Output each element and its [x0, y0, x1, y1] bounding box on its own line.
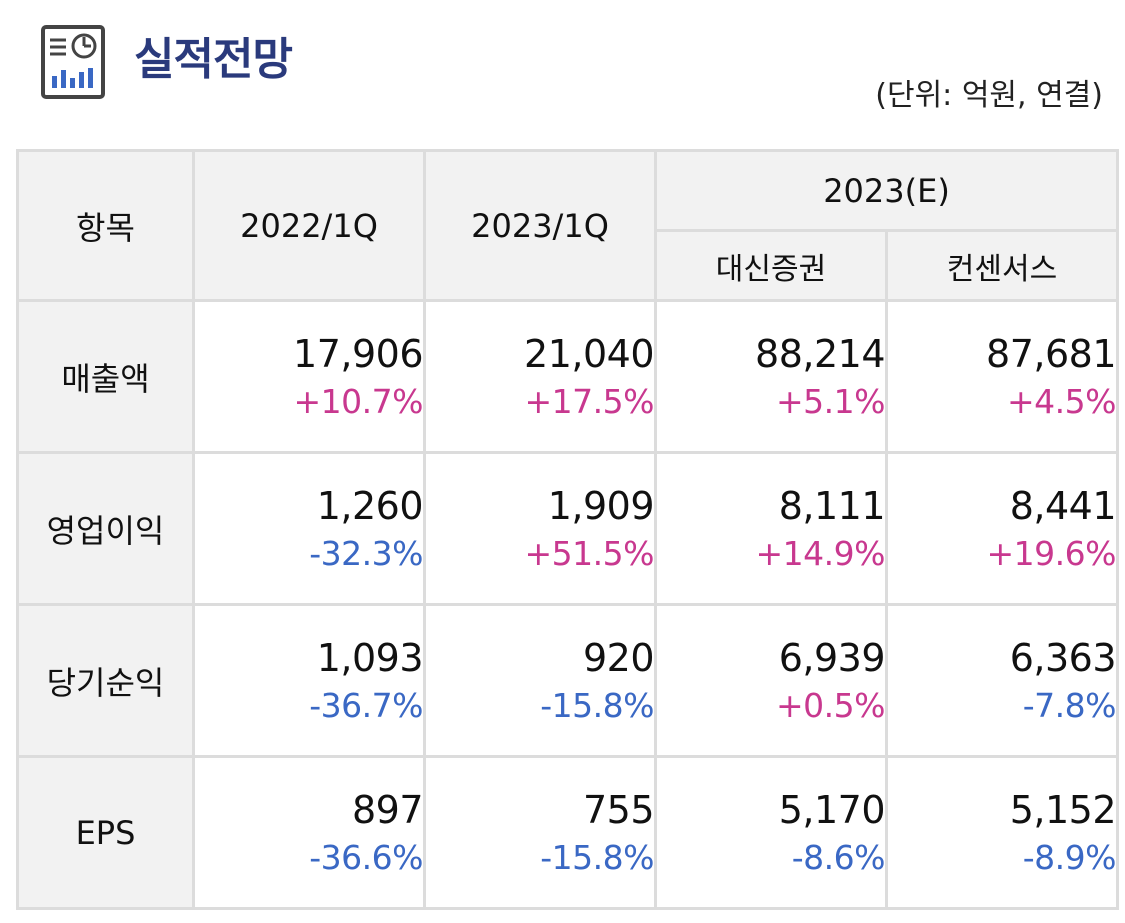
table-row: 매출액 17,906 +10.7% 21,040 +17.5% 88,214 +5.1…: [16, 299, 1119, 454]
cell-value: 1,093: [316, 635, 424, 680]
table-cell: 87,681 +4.5%: [885, 299, 1119, 454]
report-chart-icon: [41, 25, 105, 99]
cell-value: 920: [582, 635, 655, 680]
cell-change: +14.9%: [755, 533, 886, 573]
table-row: 당기순익 1,093 -36.7% 920 -15.8% 6,939 +0.5% 6,…: [16, 603, 1119, 758]
table-cell: 6,939 +0.5%: [654, 603, 888, 758]
cell-change: -7.8%: [1022, 685, 1117, 725]
header-item: 항목: [16, 149, 195, 302]
table-cell: 6,363 -7.8%: [885, 603, 1119, 758]
cell-change: +17.5%: [524, 381, 655, 421]
table-cell: 897 -36.6%: [192, 755, 426, 910]
table-cell: 1,260 -32.3%: [192, 451, 426, 606]
table-cell: 8,111 +14.9%: [654, 451, 888, 606]
cell-value: 1,909: [547, 483, 655, 528]
table-cell: 920 -15.8%: [423, 603, 657, 758]
cell-change: +19.6%: [986, 533, 1117, 573]
cell-change: -36.6%: [309, 837, 423, 877]
table-cell: 5,170 -8.6%: [654, 755, 888, 910]
cell-change: -32.3%: [309, 533, 423, 573]
cell-value: 897: [351, 787, 424, 832]
cell-change: -15.8%: [540, 837, 654, 877]
earnings-forecast-table: 항목 2022/1Q 2023/1Q 2023(E) 대신증권 컨센서스 매출액…: [16, 149, 1119, 910]
cell-change: +10.7%: [293, 381, 424, 421]
cell-value: 88,214: [755, 331, 885, 376]
cell-change: +51.5%: [524, 533, 655, 573]
table-row: 영업이익 1,260 -32.3% 1,909 +51.5% 8,111 +14.9%…: [16, 451, 1119, 606]
table-cell: 21,040 +17.5%: [423, 299, 657, 454]
row-label: 당기순익: [16, 603, 195, 758]
cell-change: +4.5%: [1007, 381, 1117, 421]
table-cell: 8,441 +19.6%: [885, 451, 1119, 606]
cell-change: +5.1%: [776, 381, 886, 421]
cell-value: 1,260: [316, 483, 424, 528]
row-label: 영업이익: [16, 451, 195, 606]
table-cell: 88,214 +5.1%: [654, 299, 888, 454]
header-2022-1q: 2022/1Q: [192, 149, 426, 302]
row-label: EPS: [16, 755, 195, 910]
cell-value: 8,441: [1009, 483, 1117, 528]
cell-value: 5,152: [1009, 787, 1117, 832]
table-cell: 17,906 +10.7%: [192, 299, 426, 454]
unit-label: (단위: 억원, 연결): [875, 78, 1103, 113]
table-cell: 1,093 -36.7%: [192, 603, 426, 758]
header-consensus: 컨센서스: [885, 229, 1119, 302]
table-row: EPS 897 -36.6% 755 -15.8% 5,170 -8.6% 5,152…: [16, 755, 1119, 910]
cell-value: 5,170: [778, 787, 886, 832]
cell-change: +0.5%: [776, 685, 886, 725]
cell-value: 21,040: [524, 331, 654, 376]
cell-value: 6,939: [778, 635, 886, 680]
cell-value: 6,363: [1009, 635, 1117, 680]
cell-change: -8.6%: [791, 837, 886, 877]
table-cell: 5,152 -8.9%: [885, 755, 1119, 910]
table-cell: 1,909 +51.5%: [423, 451, 657, 606]
cell-value: 87,681: [986, 331, 1116, 376]
header-2023e: 2023(E): [654, 149, 1119, 232]
cell-value: 17,906: [293, 331, 423, 376]
header-2023-1q: 2023/1Q: [423, 149, 657, 302]
cell-value: 8,111: [778, 483, 886, 528]
cell-change: -8.9%: [1022, 837, 1117, 877]
cell-value: 755: [582, 787, 655, 832]
cell-change: -15.8%: [540, 685, 654, 725]
table-cell: 755 -15.8%: [423, 755, 657, 910]
page-title: 실적전망: [134, 34, 293, 85]
header-daishin: 대신증권: [654, 229, 888, 302]
row-label: 매출액: [16, 299, 195, 454]
cell-change: -36.7%: [309, 685, 423, 725]
